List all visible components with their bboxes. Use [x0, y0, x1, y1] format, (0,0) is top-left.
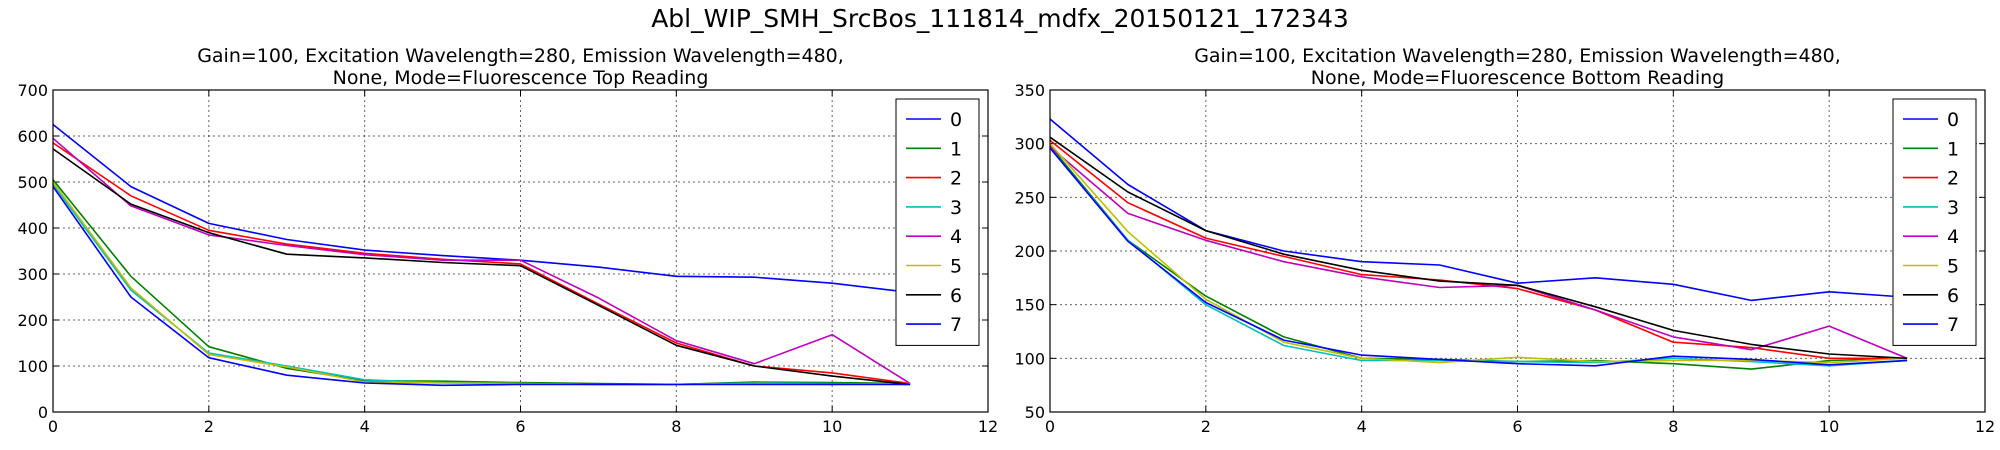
plot-frame — [1049, 89, 1986, 413]
legend-label-0: 0 — [1947, 109, 1959, 131]
y-tick-label: 350 — [1014, 81, 1045, 100]
legend-label-1: 1 — [950, 138, 962, 160]
x-tick-label: 6 — [1512, 417, 1522, 436]
legend-box — [1892, 98, 1977, 346]
x-tick-label: 6 — [515, 417, 525, 436]
legend-label-4: 4 — [950, 226, 962, 248]
legend-label-2: 2 — [1947, 168, 1959, 190]
legend-label-3: 3 — [950, 197, 962, 219]
chart-panel-bottom: Gain=100, Excitation Wavelength=280, Emi… — [1014, 45, 1995, 436]
figure-title: Abl_WIP_SMH_SrcBos_111814_mdfx_20150121_… — [651, 4, 1349, 33]
subplot-title-line1: Gain=100, Excitation Wavelength=280, Emi… — [1194, 45, 1841, 67]
series-line-6 — [1049, 136, 1908, 360]
x-tick-label: 2 — [1201, 417, 1211, 436]
series-line-3 — [1049, 147, 1908, 367]
legend: 0 1 2 3 4 5 6 7 — [1892, 98, 1977, 346]
x-tick-label: 4 — [360, 417, 370, 436]
y-tick-label: 150 — [1014, 296, 1045, 315]
series-line-0 — [1049, 118, 1908, 302]
y-tick-label: 300 — [1014, 135, 1045, 154]
subplot-title-line2: None, Mode=Fluorescence Top Reading — [333, 67, 709, 89]
legend-label-6: 6 — [1947, 285, 1959, 307]
chart-panel-top: Gain=100, Excitation Wavelength=280, Emi… — [17, 45, 998, 436]
x-tick-label: 8 — [671, 417, 681, 436]
legend-box — [895, 98, 980, 346]
y-tick-label: 250 — [1014, 188, 1045, 207]
x-tick-label: 4 — [1357, 417, 1367, 436]
legend-label-7: 7 — [1947, 314, 1959, 336]
y-tick-label: 500 — [17, 173, 48, 192]
series-line-0 — [52, 123, 911, 294]
y-tick-label: 600 — [17, 127, 48, 146]
y-tick-label: 0 — [38, 403, 48, 422]
series-line-4 — [52, 137, 911, 385]
y-tick-label: 100 — [1014, 349, 1045, 368]
series-line-4 — [1049, 146, 1908, 360]
x-tick-label: 0 — [1045, 417, 1055, 436]
y-tick-label: 100 — [17, 357, 48, 376]
legend-label-5: 5 — [950, 256, 962, 278]
plot-frame — [52, 89, 989, 413]
x-tick-label: 10 — [822, 417, 842, 436]
y-tick-label: 300 — [17, 265, 48, 284]
legend-label-3: 3 — [1947, 197, 1959, 219]
subplot-title-line1: Gain=100, Excitation Wavelength=280, Emi… — [197, 45, 844, 67]
x-tick-label: 12 — [978, 417, 998, 436]
y-tick-label: 50 — [1025, 403, 1045, 422]
y-tick-label: 200 — [17, 311, 48, 330]
series-line-2 — [1049, 139, 1908, 360]
legend-label-6: 6 — [950, 285, 962, 307]
legend-label-4: 4 — [1947, 226, 1959, 248]
series-line-7 — [52, 186, 911, 387]
legend-label-2: 2 — [950, 168, 962, 190]
x-tick-label: 10 — [1819, 417, 1839, 436]
x-tick-label: 2 — [204, 417, 214, 436]
series-line-5 — [1049, 143, 1908, 364]
y-tick-label: 700 — [17, 81, 48, 100]
series-line-1 — [52, 179, 911, 386]
series-line-2 — [52, 142, 911, 385]
series-line-6 — [52, 148, 911, 386]
legend-label-0: 0 — [950, 109, 962, 131]
x-tick-label: 0 — [48, 417, 58, 436]
legend-label-7: 7 — [950, 314, 962, 336]
x-tick-label: 12 — [1975, 417, 1995, 436]
y-tick-label: 400 — [17, 219, 48, 238]
subplot-title-line2: None, Mode=Fluorescence Bottom Reading — [1311, 67, 1724, 89]
series-line-7 — [1049, 147, 1908, 367]
y-tick-label: 200 — [1014, 242, 1045, 261]
legend: 0 1 2 3 4 5 6 7 — [895, 98, 980, 346]
x-tick-label: 8 — [1668, 417, 1678, 436]
legend-label-1: 1 — [1947, 138, 1959, 160]
series-line-1 — [1049, 145, 1908, 370]
legend-label-5: 5 — [1947, 256, 1959, 278]
